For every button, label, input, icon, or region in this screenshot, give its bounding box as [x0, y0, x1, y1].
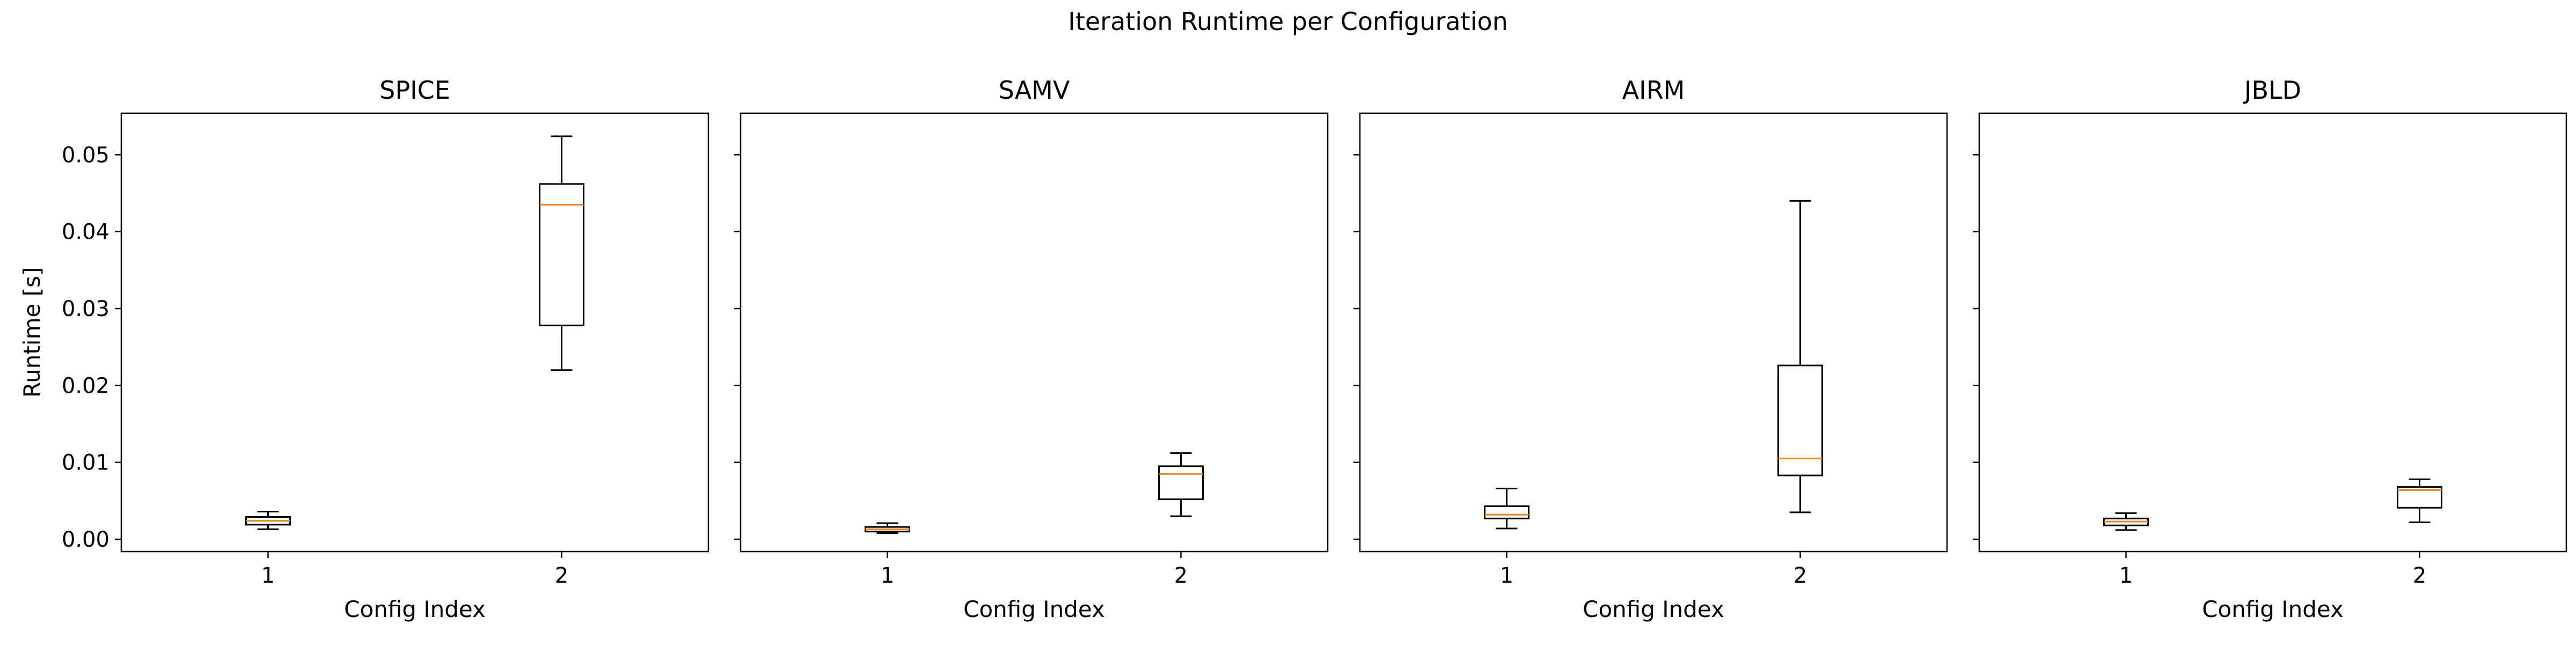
- iqr-box: [1777, 364, 1823, 476]
- panel-samv: SAMV 1 2 Config Index: [734, 76, 1329, 622]
- iqr-box: [1158, 465, 1204, 501]
- y-tick-label: 0.01: [62, 451, 109, 475]
- x-axis-label: Config Index: [963, 596, 1105, 622]
- y-tick-label: 0.04: [62, 220, 109, 245]
- y-tick-label: 0.05: [62, 143, 109, 167]
- x-tick-label: 1: [2119, 563, 2133, 588]
- iqr-box: [1484, 505, 1529, 519]
- x-axis-label: Config Index: [344, 596, 486, 622]
- box-config-2: [1158, 452, 1204, 517]
- x-tick-label: 2: [1174, 563, 1188, 588]
- box-config-2: [1777, 200, 1823, 513]
- x-tick-label: 2: [2413, 563, 2426, 588]
- panel-title: AIRM: [1622, 76, 1685, 105]
- y-tick-label: 0.00: [62, 527, 109, 552]
- box-config-2: [2397, 478, 2442, 524]
- iqr-box: [539, 183, 584, 327]
- box-config-2: [539, 135, 584, 371]
- y-axis-label: Runtime [s]: [19, 267, 45, 398]
- y-tick-label: 0.03: [62, 297, 109, 321]
- y-tick-label: 0.02: [62, 373, 109, 398]
- panel-title: SAMV: [999, 76, 1070, 105]
- axes-frame: [1978, 112, 2567, 553]
- box-config-1: [2103, 512, 2149, 531]
- panel-title: JBLD: [2243, 76, 2301, 105]
- x-tick-label: 1: [881, 563, 894, 588]
- panel-airm: AIRM 1 2 Config Index: [1353, 76, 1948, 622]
- box-config-1: [245, 510, 291, 530]
- box-config-1: [865, 522, 910, 534]
- axes-frame: [740, 112, 1329, 553]
- panel-spice: SPICE 0.00 0.01 0.02 0.03 0.04 0.05 1 2 Config In…: [19, 76, 709, 622]
- x-tick-label: 2: [555, 563, 568, 588]
- x-tick-label: 1: [1500, 563, 1513, 588]
- iqr-box: [2397, 486, 2442, 509]
- panel-title: SPICE: [379, 76, 450, 105]
- x-axis-label: Config Index: [1583, 596, 1724, 622]
- axes-frame: [120, 112, 709, 553]
- x-tick-label: 2: [1794, 563, 1807, 588]
- axes-frame: [1359, 112, 1948, 553]
- x-axis-label: Config Index: [2202, 596, 2344, 622]
- x-tick-label: 1: [261, 563, 275, 588]
- box-config-1: [1484, 487, 1529, 530]
- panel-jbld: JBLD 1 2 Config Index: [1973, 76, 2567, 622]
- figure-title: Iteration Runtime per Configuration: [1068, 7, 1508, 36]
